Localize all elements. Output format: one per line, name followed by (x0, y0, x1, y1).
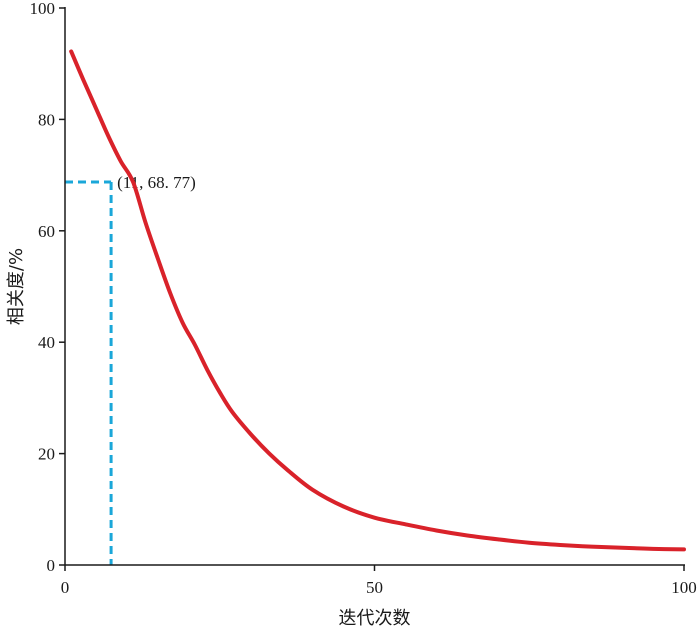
x-ticks: 0 50 100 (61, 565, 697, 597)
y-tick-label: 60 (38, 222, 55, 241)
y-tick-label: 80 (38, 110, 55, 129)
y-axis-title: 相关度/% (6, 248, 27, 325)
series-line-0 (69, 49, 686, 552)
annotation-layer: (11, 68. 77) (65, 173, 196, 565)
y-tick-label: 0 (47, 556, 56, 575)
x-tick-label: 50 (366, 578, 383, 597)
x-tick-label: 0 (61, 578, 70, 597)
series-layer (69, 49, 686, 552)
axes-layer (64, 7, 685, 566)
x-tick-label: 100 (671, 578, 697, 597)
y-tick-label: 20 (38, 445, 55, 464)
y-ticks: 0 20 40 60 80 100 (30, 0, 65, 575)
y-tick-label: 100 (30, 0, 56, 18)
y-tick-label: 40 (38, 333, 55, 352)
x-axis-title: 迭代次数 (339, 608, 411, 629)
